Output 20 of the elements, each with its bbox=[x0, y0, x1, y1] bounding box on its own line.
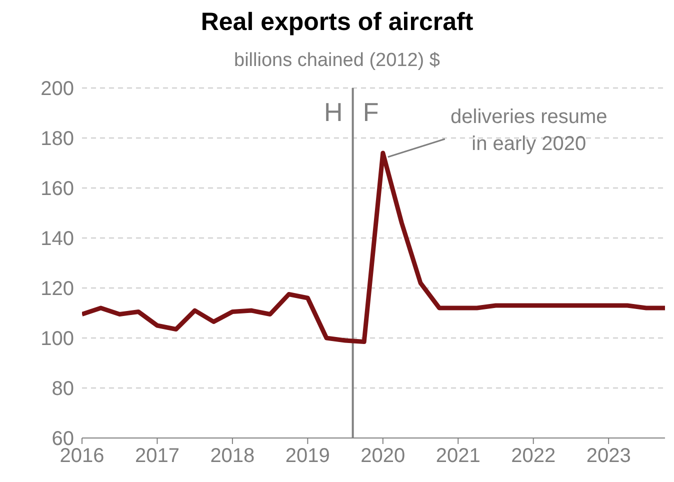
y-tick-label: 200 bbox=[40, 78, 74, 100]
x-tick-label: 2021 bbox=[436, 445, 480, 468]
y-tick-label: 120 bbox=[40, 278, 74, 300]
y-tick-label: 160 bbox=[40, 178, 74, 200]
chart-subtitle: billions chained (2012) $ bbox=[233, 50, 441, 72]
x-tick-label: 2022 bbox=[511, 445, 556, 468]
annotation: deliveries resume in early 2020 bbox=[450, 106, 608, 155]
x-tick-label: 2019 bbox=[285, 445, 330, 468]
annotation: F bbox=[362, 97, 379, 127]
y-tick-label: 100 bbox=[40, 328, 74, 350]
y-tick-label: 80 bbox=[52, 378, 74, 400]
y-tick-label: 180 bbox=[40, 128, 74, 150]
chart-title: Real exports of aircraft bbox=[200, 8, 474, 37]
x-tick-label: 2016 bbox=[60, 445, 104, 468]
y-tick-label: 140 bbox=[40, 228, 74, 250]
x-tick-label: 2023 bbox=[586, 445, 631, 468]
x-tick-label: 2020 bbox=[360, 445, 406, 468]
annotation: H bbox=[324, 97, 343, 127]
x-tick-label: 2018 bbox=[210, 445, 255, 468]
x-tick-label: 2017 bbox=[134, 445, 180, 468]
